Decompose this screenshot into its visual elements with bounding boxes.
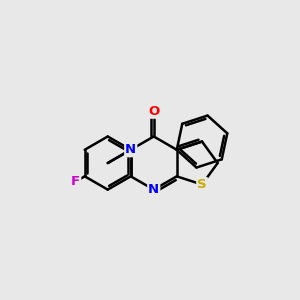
Text: F: F <box>71 175 80 188</box>
Text: O: O <box>148 105 159 118</box>
Text: S: S <box>197 178 207 191</box>
Text: N: N <box>125 143 136 156</box>
Text: N: N <box>148 183 159 196</box>
